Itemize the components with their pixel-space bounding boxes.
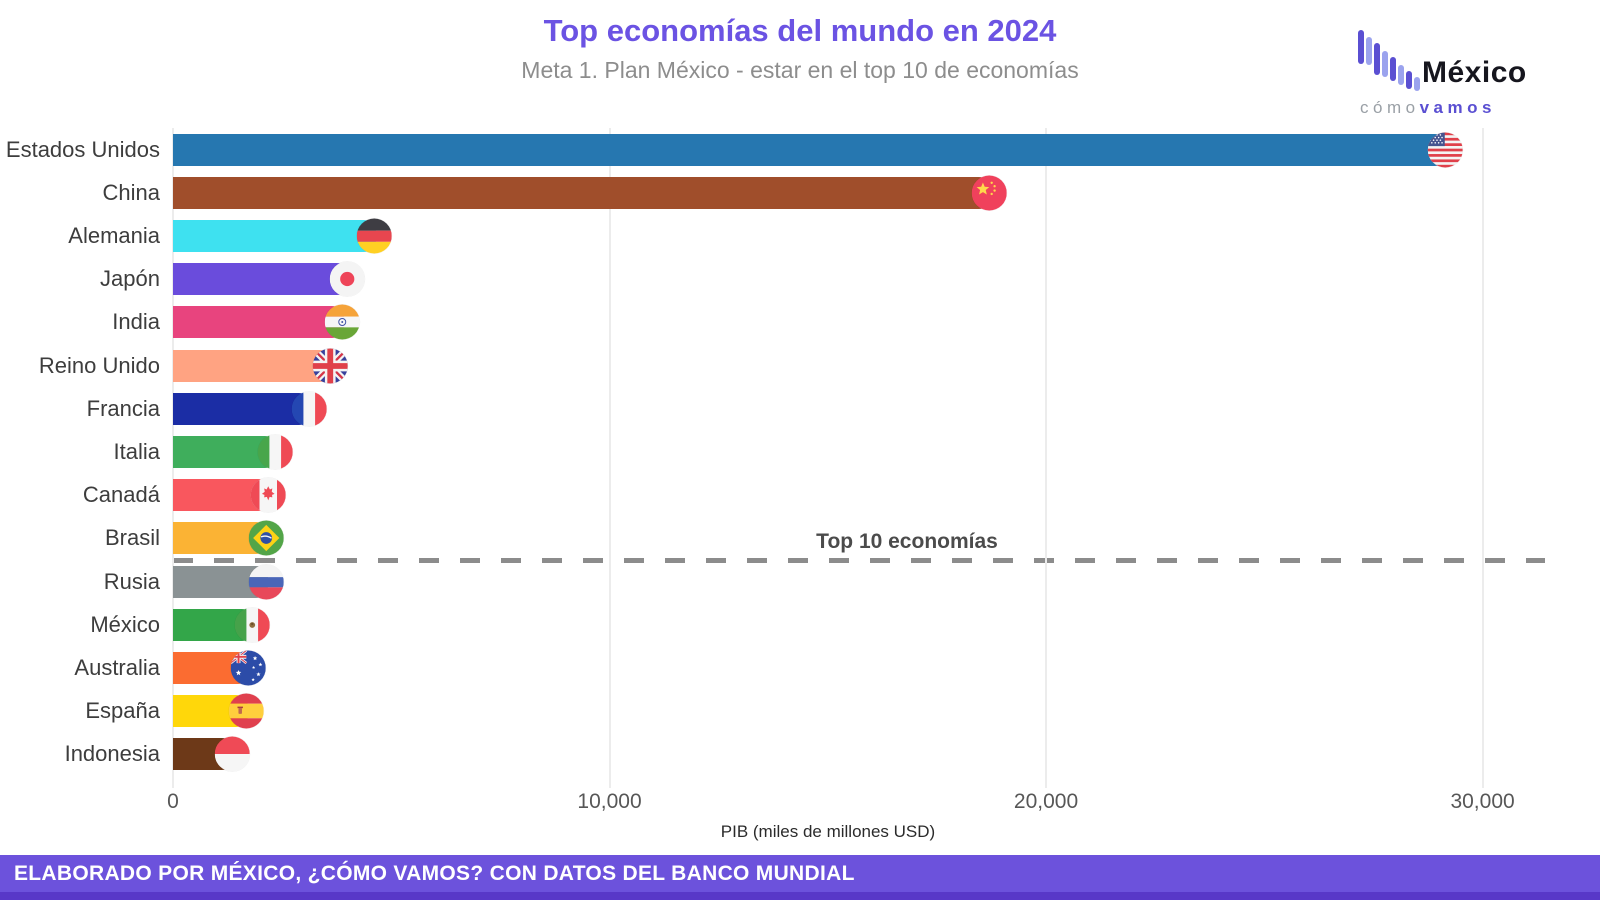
logo-bar-glyph: [1358, 30, 1364, 64]
gridline-20000: [1045, 128, 1048, 788]
top10-divider-line: [173, 557, 1545, 563]
mexico-como-vamos-logo: México cómovamos: [1358, 28, 1553, 120]
country-label: Reino Unido: [38, 352, 160, 378]
logo-bar-glyph: [1398, 65, 1404, 85]
us-flag-icon: [1427, 132, 1463, 168]
bar-row: Italia: [114, 430, 1545, 473]
footer-text: ELABORADO POR MÉXICO, ¿CÓMO VAMOS? CON D…: [14, 862, 855, 885]
mx-flag-icon: [234, 607, 270, 643]
logo-bar-glyph: [1366, 37, 1372, 65]
br-flag-icon: [248, 520, 284, 556]
gridline-30000: [1481, 128, 1484, 788]
logo-bar-glyph: [1406, 71, 1412, 89]
country-label: China: [102, 179, 160, 205]
footer-bar: ELABORADO POR MÉXICO, ¿CÓMO VAMOS? CON D…: [0, 855, 1600, 892]
jp-flag-icon: [329, 261, 365, 297]
logo-name: México: [1422, 56, 1527, 89]
bar-row: España: [85, 690, 1545, 733]
in-flag-icon: [324, 304, 360, 340]
logo-bar-glyph: [1382, 51, 1388, 77]
page-title: Top economías del mundo en 2024: [543, 13, 1057, 48]
cn-flag-icon: [971, 175, 1007, 211]
bar-row: Reino Unido: [39, 344, 1545, 387]
gdp-bar: [173, 133, 1447, 166]
bar-row: Alemania: [68, 214, 1545, 257]
bar-row: Japón: [100, 258, 1545, 301]
bar-row: Brasil: [105, 517, 1545, 560]
country-label: India: [112, 309, 160, 335]
bar-row: Canadá: [83, 474, 1545, 517]
bar-row: Estados Unidos: [6, 128, 1545, 171]
gridline-10000: [608, 128, 611, 788]
country-label: Australia: [74, 654, 160, 680]
ru-flag-icon: [248, 564, 284, 600]
bar-row: Rusia: [104, 560, 1545, 603]
logo-bars-icon: [1358, 28, 1422, 96]
gdp-bar: [173, 392, 312, 425]
bar-row: Australia: [74, 646, 1545, 689]
gdp-bar: [173, 306, 344, 339]
country-label: México: [90, 611, 160, 637]
bar-row: México: [90, 603, 1545, 646]
country-label: Canadá: [82, 482, 160, 508]
ca-flag-icon: [250, 477, 286, 513]
de-flag-icon: [357, 218, 393, 254]
country-label: Rusia: [103, 568, 160, 594]
country-label: Alemania: [68, 222, 160, 248]
au-flag-icon: [230, 650, 266, 686]
logo-bar-glyph: [1390, 57, 1396, 81]
gdp-bar: [173, 176, 992, 209]
gdp-bar: [173, 349, 332, 382]
logo-bar-glyph: [1414, 77, 1420, 91]
gdp-bar: [173, 263, 349, 296]
logo-tagline: cómovamos: [1360, 98, 1496, 118]
plot-area: Top 10 economías Estados Unidos China Alem…: [6, 128, 1545, 788]
id-flag-icon: [214, 736, 250, 772]
page-subtitle: Meta 1. Plan México - estar en el top 10…: [521, 57, 1079, 83]
fr-flag-icon: [291, 391, 327, 427]
x-tick-label: 20,000: [1013, 790, 1079, 813]
top10-annotation: Top 10 economías: [816, 530, 998, 553]
x-tick-label: 10,000: [577, 790, 642, 813]
bar-row: Indonesia: [65, 733, 1545, 776]
country-label: España: [85, 698, 160, 724]
country-label: Brasil: [104, 525, 160, 551]
bar-row: India: [112, 301, 1545, 344]
bar-row: Francia: [87, 387, 1545, 430]
logo-tagline-vamos: vamos: [1419, 98, 1496, 117]
x-tick-label: 30,000: [1450, 790, 1515, 813]
country-label: Italia: [113, 438, 160, 464]
es-flag-icon: [228, 693, 264, 729]
country-label: Francia: [86, 395, 160, 421]
logo-bar-glyph: [1374, 43, 1380, 75]
gb-flag-icon: [312, 348, 348, 384]
footer-accent-strip: [0, 892, 1600, 900]
gdp-bar: [173, 219, 377, 252]
x-axis-ticks: 0 10,000 20,000 30,000: [167, 790, 1545, 818]
logo-tagline-como: cómo: [1360, 98, 1420, 117]
x-axis-title: PIB (miles de millones USD): [720, 822, 936, 841]
country-label: Indonesia: [64, 741, 160, 767]
country-label: Estados Unidos: [5, 136, 160, 162]
x-tick-label: 0: [167, 790, 179, 813]
it-flag-icon: [257, 434, 293, 470]
bar-row: China: [103, 171, 1545, 214]
country-label: Japón: [100, 266, 160, 292]
